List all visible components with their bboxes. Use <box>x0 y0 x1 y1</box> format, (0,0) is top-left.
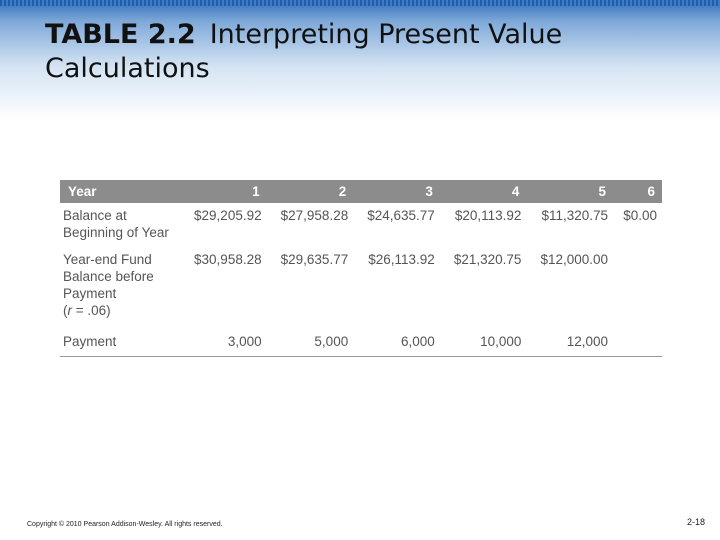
row-label-payment: Payment <box>60 325 180 357</box>
title-number: TABLE 2.2 <box>45 19 196 50</box>
table-header-row: Year 1 2 3 4 5 6 <box>60 180 662 203</box>
header-cell-2: 2 <box>266 180 354 203</box>
table-cell: 3,000 <box>180 325 267 357</box>
page-number: 2-18 <box>687 517 706 527</box>
table-row: Payment 3,000 5,000 6,000 10,000 12,000 <box>60 325 662 357</box>
table-cell <box>613 325 662 357</box>
copyright-footer: Copyright © 2010 Pearson Addison-Wesley.… <box>27 521 223 528</box>
table-cell: $20,113.92 <box>454 208 522 223</box>
header-cell-5: 5 <box>526 180 614 203</box>
table-cell: $21,320.75 <box>453 252 522 267</box>
row-label-main: Year-end Fund Balance before Payment <box>63 252 154 301</box>
row-label-year-end-balance: Year-end Fund Balance before Payment (r =… <box>63 252 154 318</box>
table-cell: $29,635.77 <box>280 252 349 267</box>
table-cell: $30,958.28 <box>194 252 262 267</box>
header-cell-year: Year <box>60 180 180 203</box>
title-text: Interpreting Present Value Calculations <box>45 19 563 84</box>
table-cell: 5,000 <box>266 325 354 357</box>
row-label-balance-beginning: Balance at Beginning of Year <box>63 208 169 240</box>
table-cell: 6,000 <box>353 325 440 357</box>
slide-title: TABLE 2.2 Interpreting Present Value Calc… <box>45 18 645 86</box>
table-cell: 10,000 <box>439 325 527 357</box>
table-cell: $27,958.28 <box>280 208 349 223</box>
table-cell: $0.00 <box>623 208 657 223</box>
table-cell: $29,205.92 <box>194 208 262 223</box>
rate-value: = .06) <box>72 303 111 318</box>
header-cell-1: 1 <box>180 180 267 203</box>
table-cell: 12,000 <box>526 325 614 357</box>
table-cell: $12,000.00 <box>540 252 609 267</box>
header-cell-6: 6 <box>613 180 662 203</box>
title-band <box>0 0 720 120</box>
header-cell-4: 4 <box>439 180 527 203</box>
table-cell: $11,320.75 <box>541 208 609 223</box>
table-row: Balance at Beginning of Year $29,205.92 … <box>60 203 662 247</box>
table-cell: $24,635.77 <box>367 208 435 223</box>
table-cell: $26,113.92 <box>368 252 435 267</box>
present-value-table: Year 1 2 3 4 5 6 Balance at Beginning of… <box>60 180 662 357</box>
table-cell <box>613 247 662 325</box>
rate-variable: r <box>67 303 73 318</box>
header-cell-3: 3 <box>353 180 440 203</box>
table-row: Year-end Fund Balance before Payment (r =… <box>60 247 662 325</box>
